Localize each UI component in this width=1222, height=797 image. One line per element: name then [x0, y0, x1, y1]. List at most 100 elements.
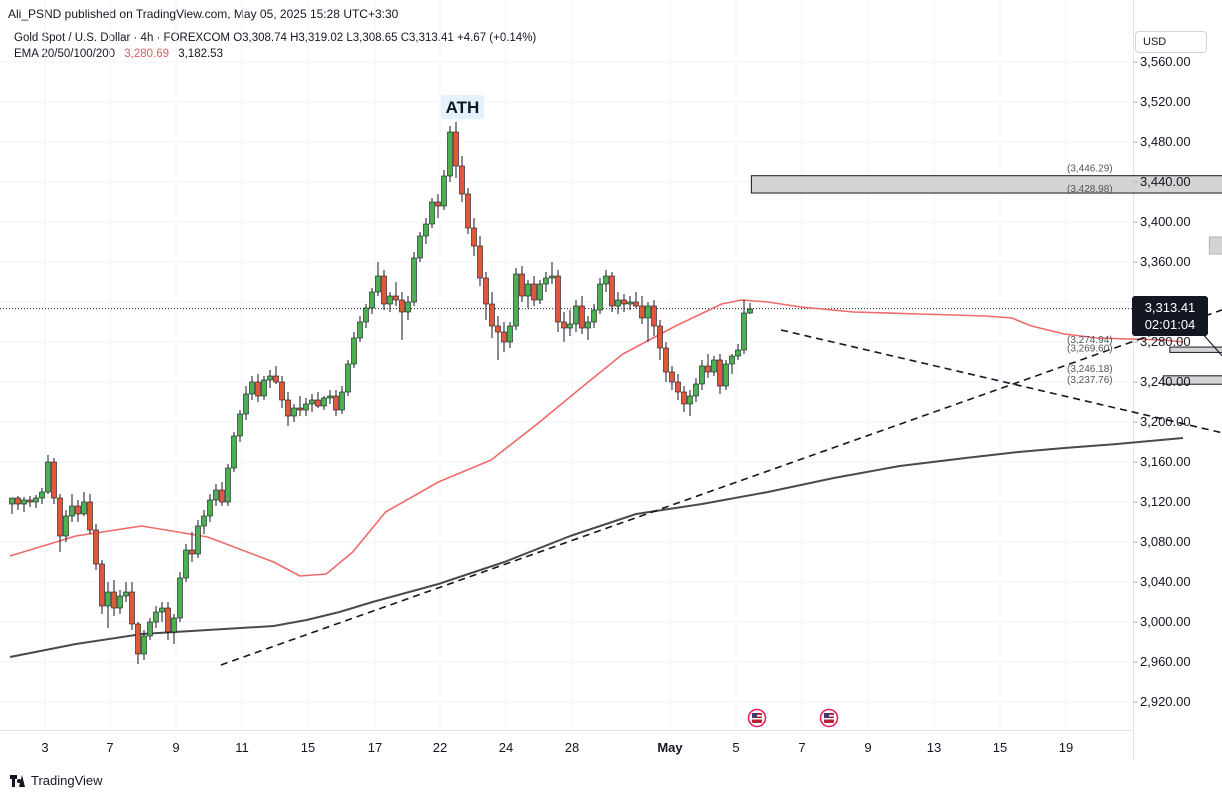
candle-body — [537, 283, 543, 301]
candle-body — [51, 461, 57, 499]
price-zone — [1208, 236, 1222, 255]
event-markers[interactable] — [747, 708, 839, 728]
candle-body — [327, 395, 333, 399]
candle-body — [219, 489, 225, 503]
candle-body — [333, 395, 339, 411]
candle-body — [153, 611, 159, 623]
price-zone — [750, 175, 1222, 194]
candle-body — [303, 403, 309, 411]
candle-body — [717, 359, 723, 387]
ema-legend[interactable]: EMA 20/50/100/200 3,280.69 3,182.53 — [14, 48, 223, 60]
flag-canton — [824, 713, 829, 718]
trendlines[interactable] — [220, 270, 1222, 666]
price-axis[interactable]: 3,560.00 3,520.00 3,480.00 3,440.00 3,400.00… — [1133, 54, 1191, 709]
candle-body — [123, 591, 129, 597]
ema-value-2: 3,182.53 — [178, 48, 223, 60]
x-tick-label: 15 — [301, 740, 315, 755]
zone-bottom-label: (3,269.60) — [1067, 343, 1113, 354]
candle-body — [483, 277, 489, 305]
y-tick-label: 3,280.00 — [1140, 334, 1191, 349]
price-zone — [1162, 375, 1222, 385]
flag-stripe — [752, 718, 762, 720]
candle-body — [501, 331, 507, 343]
candle-body — [429, 201, 435, 225]
candle-body — [321, 397, 327, 407]
supply-demand-zones[interactable]: (3,446.29) (3,428.98) (3,274.94)(3,269.60)… — [750, 164, 1222, 387]
candle-body — [615, 299, 621, 307]
price-axis-border — [1133, 0, 1134, 760]
projection-path — [1202, 333, 1222, 357]
candle-body — [39, 491, 45, 499]
candle-body — [699, 365, 705, 385]
candle-body — [411, 257, 417, 303]
candle-body — [519, 273, 525, 297]
trendline — [220, 309, 1222, 666]
y-tick-label: 3,400.00 — [1140, 214, 1191, 229]
ema-fast-line — [9, 299, 1184, 577]
y-tick-label: 3,440.00 — [1140, 174, 1191, 189]
candle-body — [351, 337, 357, 365]
y-tick-label: 3,040.00 — [1140, 574, 1191, 589]
candle-body — [705, 365, 711, 373]
candle-body — [669, 371, 675, 383]
currency-selector[interactable]: USD — [1135, 31, 1207, 53]
zone-top-label: (3,446.29) — [1067, 164, 1113, 175]
zone-bottom-label: (3,237.76) — [1067, 375, 1113, 386]
candle-body — [105, 591, 111, 607]
tradingview-branding[interactable]: TradingView — [10, 773, 103, 788]
candle-body — [567, 323, 573, 329]
candle-body — [645, 305, 651, 319]
candle-body — [363, 307, 369, 323]
y-tick-label: 3,360.00 — [1140, 254, 1191, 269]
x-tick-label: 9 — [172, 740, 179, 755]
ema-lines — [9, 299, 1184, 658]
y-tick-label: 3,080.00 — [1140, 534, 1191, 549]
y-tick-label: 3,000.00 — [1140, 614, 1191, 629]
ema-label: EMA 20/50/100/200 — [14, 48, 116, 60]
candle-body — [81, 501, 87, 515]
candle-body — [147, 621, 153, 637]
flag-stripe — [824, 718, 834, 720]
candle-body — [357, 321, 363, 339]
candle-body — [261, 379, 267, 397]
ema-slow-line — [9, 437, 1184, 658]
x-tick-label: May — [657, 740, 683, 755]
bar-countdown: 02:01:04 — [1144, 317, 1196, 332]
candle-body — [747, 308, 753, 314]
candle-body — [69, 505, 75, 517]
candle-body — [687, 395, 693, 405]
candle-body — [633, 301, 639, 307]
x-tick-label: 17 — [368, 740, 382, 755]
candle-body — [225, 467, 231, 503]
candle-body — [135, 623, 141, 655]
candle-body — [681, 391, 687, 405]
candle-body — [207, 499, 213, 517]
candle-body — [27, 499, 33, 503]
candle-body — [417, 235, 423, 259]
candle-body — [609, 275, 615, 307]
symbol-legend[interactable]: Gold Spot / U.S. Dollar · 4h · FOREXCOM … — [14, 32, 537, 44]
candle-body — [507, 325, 513, 343]
candle-body — [603, 275, 609, 285]
y-tick-label: 3,200.00 — [1140, 414, 1191, 429]
candle-body — [255, 381, 261, 397]
y-tick-label: 2,960.00 — [1140, 654, 1191, 669]
time-axis[interactable]: 3 7 9 11 15 17 22 24 28 May 5 7 9 13 15 19 — [41, 740, 1073, 755]
candle-body — [33, 497, 39, 503]
zone-bottom-label: (3,428.98) — [1067, 184, 1113, 195]
candle-body — [675, 381, 681, 393]
x-tick-label: 7 — [106, 740, 113, 755]
candle-body — [93, 529, 99, 565]
annotations[interactable]: ATH — [441, 95, 484, 119]
candle-body — [627, 301, 633, 305]
candle-body — [465, 193, 471, 229]
x-tick-label: 13 — [927, 740, 941, 755]
candle-body — [471, 227, 477, 247]
projection-paths[interactable] — [1202, 166, 1222, 378]
ath-label-bg — [441, 95, 484, 119]
candle-body — [9, 497, 15, 505]
candle-body — [177, 577, 183, 619]
candle-body — [591, 309, 597, 323]
price-zone — [1169, 346, 1222, 353]
